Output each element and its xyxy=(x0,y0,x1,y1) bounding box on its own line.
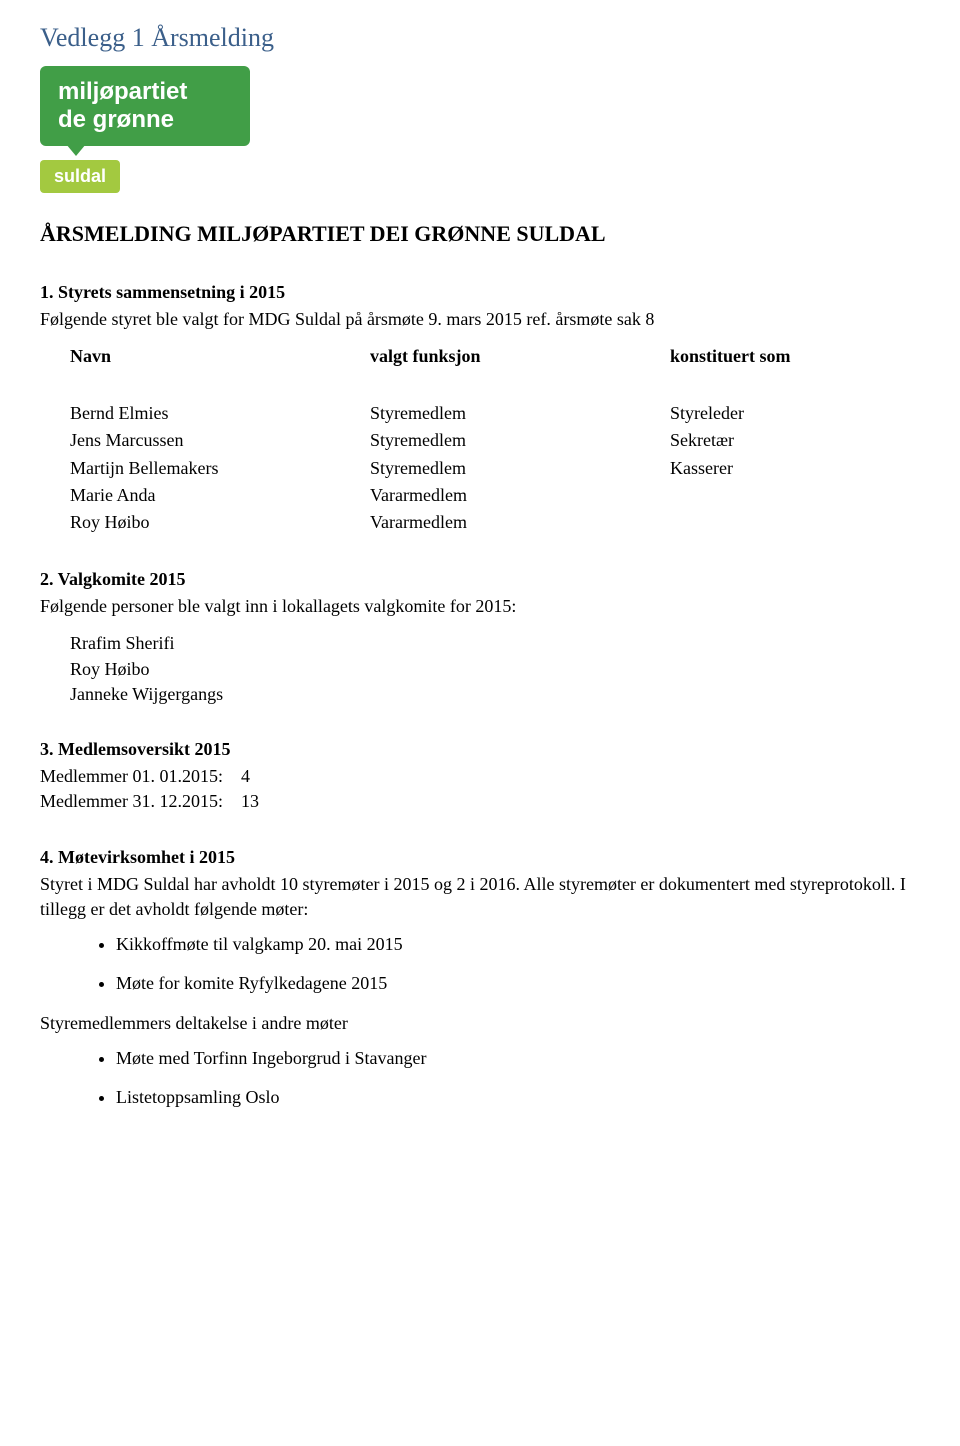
board-cell-const xyxy=(670,483,920,510)
board-cell-role: Styremedlem xyxy=(370,401,670,428)
board-header-row: Navn valgt funksjon konstituert som xyxy=(70,344,920,374)
section-3: 3. Medlemsoversikt 2015 Medlemmer 01. 01… xyxy=(40,737,920,815)
meeting-list-2: Møte med Torfinn Ingeborgrud i Stavanger… xyxy=(40,1046,920,1110)
logo-line2: de grønne xyxy=(58,106,174,133)
members-line: Medlemmer 01. 01.2015: 4 xyxy=(40,764,920,789)
section-4-subheading: Styremedlemmers deltakelse i andre møter xyxy=(40,1011,920,1036)
meeting-list-1: Kikkoffmøte til valgkamp 20. mai 2015 Mø… xyxy=(40,932,920,996)
section-4-intro: Styret i MDG Suldal har avholdt 10 styre… xyxy=(40,872,920,922)
board-row: Jens Marcussen Styremedlem Sekretær xyxy=(70,428,920,455)
board-cell-name: Roy Høibo xyxy=(70,510,370,537)
board-cell-name: Martijn Bellemakers xyxy=(70,456,370,483)
section-1-heading: 1. Styrets sammensetning i 2015 xyxy=(40,280,920,305)
section-1-intro: Følgende styret ble valgt for MDG Suldal… xyxy=(40,307,920,332)
board-header-konstituert: konstituert som xyxy=(670,344,920,374)
board-cell-name: Bernd Elmies xyxy=(70,401,370,428)
section-4: 4. Møtevirksomhet i 2015 Styret i MDG Su… xyxy=(40,845,920,1111)
board-cell-role: Vararmedlem xyxy=(370,483,670,510)
board-cell-role: Vararmedlem xyxy=(370,510,670,537)
logo-sub: suldal xyxy=(40,160,120,193)
section-2: 2. Valgkomite 2015 Følgende personer ble… xyxy=(40,567,920,707)
board-header-navn: Navn xyxy=(70,344,370,374)
meeting-item: Møte for komite Ryfylkedagene 2015 xyxy=(116,971,920,996)
board-row: Martijn Bellemakers Styremedlem Kasserer xyxy=(70,456,920,483)
board-cell-const: Kasserer xyxy=(670,456,920,483)
section-1: 1. Styrets sammensetning i 2015 Følgende… xyxy=(40,280,920,538)
board-cell-const: Styreleder xyxy=(670,401,920,428)
board-cell-const xyxy=(670,510,920,537)
board-cell-name: Jens Marcussen xyxy=(70,428,370,455)
section-2-intro: Følgende personer ble valgt inn i lokall… xyxy=(40,594,920,619)
committee-member: Rrafim Sherifi xyxy=(70,631,920,656)
page-title: Vedlegg 1 Årsmelding xyxy=(40,20,920,56)
meeting-item: Møte med Torfinn Ingeborgrud i Stavanger xyxy=(116,1046,920,1071)
committee-member: Janneke Wijgergangs xyxy=(70,682,920,707)
section-3-heading: 3. Medlemsoversikt 2015 xyxy=(40,737,920,762)
board-row: Bernd Elmies Styremedlem Styreleder xyxy=(70,401,920,428)
board-cell-const: Sekretær xyxy=(670,428,920,455)
meeting-item: Listetoppsamling Oslo xyxy=(116,1085,920,1110)
board-row: Marie Anda Vararmedlem xyxy=(70,483,920,510)
main-heading: ÅRSMELDING MILJØPARTIET DEI GRØNNE SULDA… xyxy=(40,219,920,250)
section-2-heading: 2. Valgkomite 2015 xyxy=(40,567,920,592)
logo: miljøpartiet de grønne suldal xyxy=(40,66,920,192)
board-row: Roy Høibo Vararmedlem xyxy=(70,510,920,537)
board-table: Navn valgt funksjon konstituert som Bern… xyxy=(40,344,920,537)
members-line: Medlemmer 31. 12.2015: 13 xyxy=(40,789,920,814)
board-cell-name: Marie Anda xyxy=(70,483,370,510)
committee-member: Roy Høibo xyxy=(70,657,920,682)
logo-main: miljøpartiet de grønne xyxy=(40,66,250,145)
committee-list: Rrafim Sherifi Roy Høibo Janneke Wijgerg… xyxy=(40,631,920,707)
board-cell-role: Styremedlem xyxy=(370,456,670,483)
section-4-heading: 4. Møtevirksomhet i 2015 xyxy=(40,845,920,870)
logo-line1: miljøpartiet xyxy=(58,78,187,105)
board-cell-role: Styremedlem xyxy=(370,428,670,455)
meeting-item: Kikkoffmøte til valgkamp 20. mai 2015 xyxy=(116,932,920,957)
board-header-funksjon: valgt funksjon xyxy=(370,344,670,374)
board-spacer-row xyxy=(70,374,920,401)
